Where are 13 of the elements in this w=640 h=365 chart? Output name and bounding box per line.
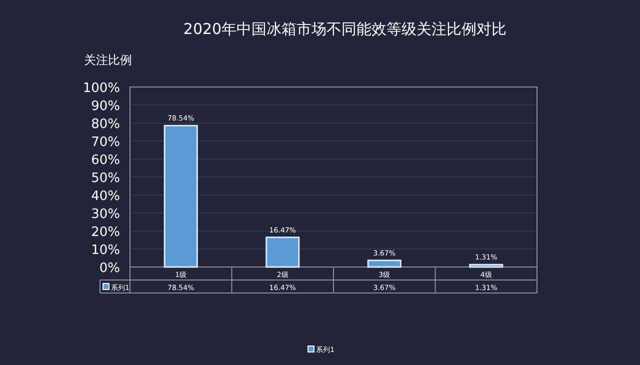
y-tick-label: 60%	[91, 153, 120, 168]
y-tick-label: 20%	[91, 225, 120, 240]
y-tick-label: 0%	[99, 261, 120, 276]
y-tick-label: 30%	[91, 207, 120, 222]
chart-title: 2020年中国冰箱市场不同能效等级关注比例对比	[183, 20, 507, 38]
y-tick-label: 100%	[82, 81, 120, 96]
y-tick-label: 70%	[91, 135, 120, 150]
y-tick-label: 10%	[91, 243, 120, 258]
y-tick-label: 50%	[91, 171, 120, 186]
y-axis-title: 关注比例	[84, 53, 132, 67]
y-tick-label: 80%	[91, 117, 120, 132]
y-tick-label: 90%	[91, 99, 120, 114]
y-tick-label: 40%	[91, 189, 120, 204]
